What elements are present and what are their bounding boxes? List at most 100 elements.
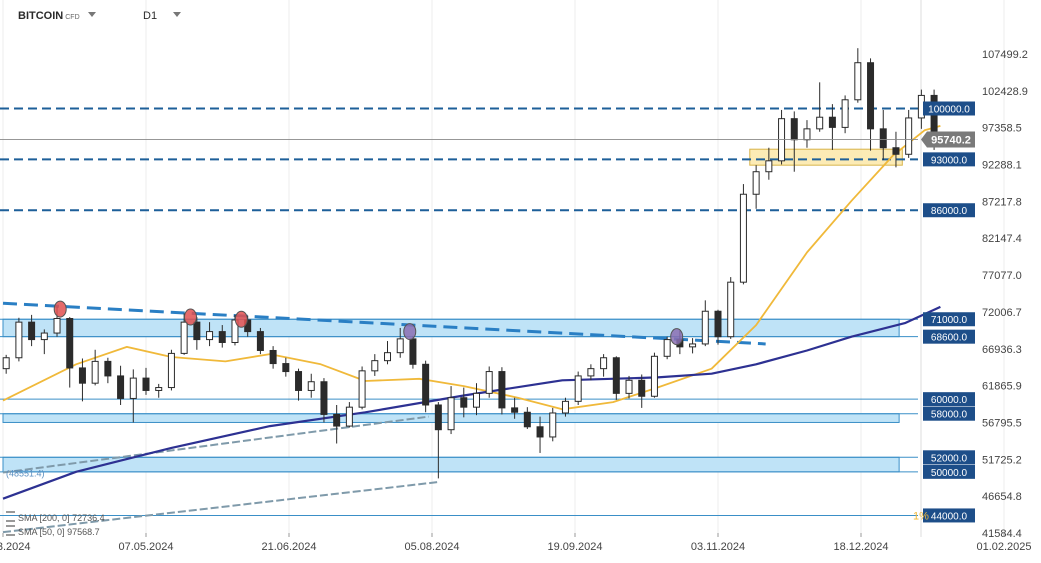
indicator-menu-icon: [6, 511, 15, 522]
candle-body: [714, 310, 722, 338]
horizontal-levels: [0, 107, 918, 516]
level-label-text: 52000.0: [931, 453, 968, 464]
level-label: 68600.0: [923, 329, 975, 344]
indicator-menu-icon: [6, 525, 15, 536]
candle: [117, 365, 125, 405]
level-label-text: 68600.0: [931, 333, 968, 344]
candle-body: [422, 363, 430, 406]
touch-marker: [234, 310, 248, 328]
level-label: 44000.0: [923, 508, 975, 523]
candle-body: [460, 397, 468, 408]
level-label-text: 71000.0: [931, 315, 968, 326]
level-label-bg: [923, 464, 975, 479]
level-label: 93000.0: [923, 152, 975, 167]
y-tick-label: 92288.1: [982, 160, 1022, 172]
candle: [422, 360, 430, 413]
candle: [472, 383, 480, 416]
candle-body: [345, 406, 353, 427]
candle-body: [269, 349, 277, 365]
candle-body: [790, 118, 798, 141]
indicator-value: 97568.7: [67, 527, 100, 537]
level-label-bg: [923, 450, 975, 465]
trendline-value-label: (48551.4): [6, 469, 45, 479]
candle: [689, 338, 697, 354]
indicator-legend-sma50[interactable]: SMA [50, 0] 97568.7: [6, 525, 100, 537]
current-price-label: 95740.2: [921, 131, 975, 148]
indicator-legend-sma200[interactable]: SMA [200, 0] 72736.4: [6, 511, 105, 523]
candle-body: [498, 371, 506, 409]
candle: [625, 375, 633, 399]
candle-body: [485, 371, 493, 394]
level-label-bg: [923, 312, 975, 327]
y-tick-label: 72006.7: [982, 307, 1022, 319]
level-label-bg: [923, 203, 975, 218]
timeframe-label: D1: [143, 10, 158, 22]
level-label: 86000.0: [923, 203, 975, 218]
level-label: 100000.0: [923, 101, 975, 116]
candle: [841, 95, 849, 134]
time-axis[interactable]: 23.03.2024 07.05.2024 21.06.2024 05.08.2024…: [0, 533, 1032, 553]
indicator-params: [200, 0]: [39, 513, 70, 523]
candle-body: [879, 128, 887, 149]
y-tick-label: 41584.4: [982, 528, 1022, 540]
timeframe-selector[interactable]: D1: [143, 10, 182, 22]
candle-body: [358, 370, 366, 408]
candle-body: [867, 62, 875, 130]
candle: [536, 416, 544, 453]
candle-body: [689, 343, 697, 348]
candle: [574, 371, 582, 405]
price-axis[interactable]: 107499.2 102428.9 97358.5 92288.1 87217.8 821…: [982, 49, 1028, 540]
symbol-name: BITCOIN: [18, 10, 64, 22]
y-tick-label: 77077.0: [982, 270, 1022, 282]
touch-marker: [183, 308, 197, 326]
candle-body: [28, 321, 36, 341]
candle: [447, 386, 455, 435]
level-label-text: 58000.0: [931, 410, 968, 421]
candle-body: [739, 193, 747, 283]
candle: [879, 109, 887, 161]
x-tick-label: 03.11.2024: [691, 541, 745, 553]
candle-body: [841, 99, 849, 128]
trendline: [2, 301, 766, 346]
candle-body: [536, 426, 544, 438]
trendline: [2, 415, 429, 474]
candle: [104, 357, 112, 384]
candle-body: [409, 338, 417, 365]
candle: [40, 329, 48, 355]
symbol-selector[interactable]: BITCOIN CFD: [18, 10, 96, 22]
price-zone: [2, 456, 900, 473]
level-label: 60000.0: [923, 392, 975, 407]
touch-marker: [670, 328, 684, 346]
candle-body: [384, 352, 392, 362]
x-tick-label: 21.06.2024: [261, 541, 316, 553]
candle: [561, 397, 569, 417]
y-tick-label: 61865.9: [982, 381, 1022, 393]
level-label-text: 86000.0: [931, 206, 968, 217]
candle: [612, 356, 620, 400]
candle-body: [612, 357, 620, 394]
candle-body: [180, 321, 188, 354]
level-label: 50000.0: [923, 464, 975, 479]
candle: [816, 82, 824, 132]
y-tick-label: 87217.8: [982, 196, 1022, 208]
candle: [409, 335, 417, 369]
candle-body: [600, 357, 608, 370]
indicator-label: SMA: [18, 513, 38, 523]
x-tick-label: 07.05.2024: [118, 541, 173, 553]
y-tick-label: 82147.4: [982, 233, 1022, 245]
candle: [663, 336, 671, 360]
level-label-bg: [923, 406, 975, 421]
candle-body: [333, 413, 341, 427]
chevron-down-icon: [173, 12, 182, 17]
candle: [206, 322, 214, 347]
candle-body: [638, 379, 646, 397]
candle: [549, 407, 557, 442]
touch-marker: [403, 323, 417, 341]
candle-body: [295, 371, 303, 391]
candle: [434, 402, 442, 479]
y-tick-label: 46654.8: [982, 491, 1022, 503]
current-price-bg: [921, 131, 975, 148]
trendlines: [2, 301, 766, 534]
grid: [2, 0, 1005, 537]
